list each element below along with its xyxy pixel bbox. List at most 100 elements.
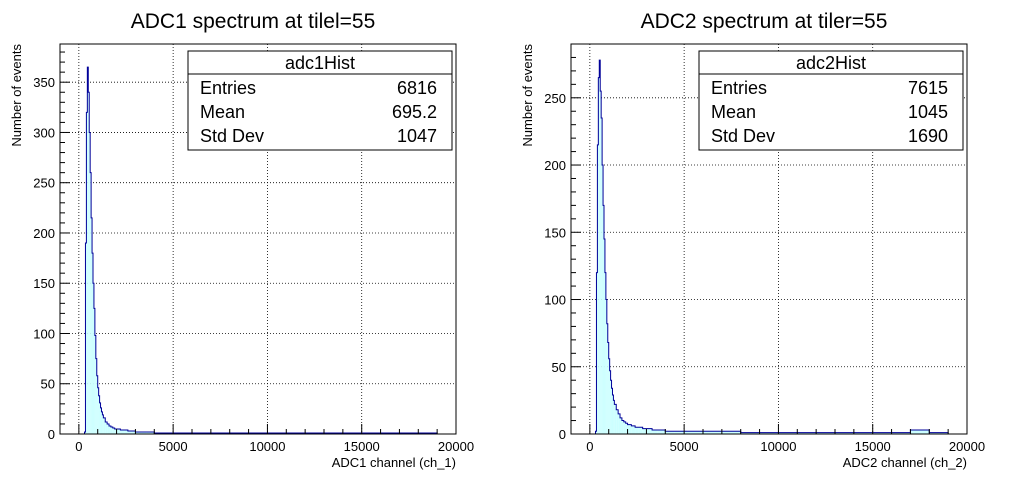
x-axis-label: ADC2 channel (ch_2) bbox=[843, 455, 967, 470]
histogram-bin bbox=[910, 429, 930, 434]
histogram-bin bbox=[625, 423, 628, 434]
stats-label: Mean bbox=[200, 102, 245, 122]
y-axis-label: Number of events bbox=[520, 44, 535, 147]
histogram-bin bbox=[646, 428, 653, 434]
histogram-bin bbox=[665, 431, 675, 434]
stats-label: Entries bbox=[200, 78, 256, 98]
histogram-bin bbox=[95, 358, 97, 434]
x-tick-label: 10000 bbox=[249, 439, 285, 454]
grid bbox=[571, 44, 968, 434]
stats-label: Std Dev bbox=[711, 126, 775, 146]
y-tick-label: 100 bbox=[544, 293, 566, 308]
histogram-bin bbox=[131, 430, 136, 434]
histogram-bin bbox=[91, 217, 93, 434]
y-tick-label: 300 bbox=[33, 125, 55, 140]
histogram-bin bbox=[601, 117, 603, 434]
stats-value: 6816 bbox=[397, 78, 437, 98]
histogram-bin bbox=[603, 205, 604, 434]
x-tick-label: 0 bbox=[75, 439, 82, 454]
histogram-bin bbox=[674, 431, 685, 434]
histogram-bin bbox=[116, 428, 121, 434]
chart-1: ADC1 spectrum at tilel=55 0 5000 10000 15000… bbox=[9, 10, 474, 470]
histogram-bin bbox=[94, 335, 96, 434]
histogram-bin bbox=[93, 308, 95, 434]
y-tick-label: 50 bbox=[552, 360, 566, 375]
y-tick-label: 100 bbox=[33, 326, 55, 341]
histogram-bin bbox=[96, 375, 98, 434]
x-tick-label: 5000 bbox=[159, 439, 188, 454]
chart-title: ADC2 spectrum at tiler=55 bbox=[641, 10, 888, 33]
histogram-bin bbox=[100, 407, 102, 434]
histogram-bin bbox=[616, 409, 619, 434]
x-axis: 0 5000 10000 15000 20000 bbox=[570, 424, 985, 454]
stats-label: Entries bbox=[711, 78, 767, 98]
histogram-bin bbox=[90, 172, 92, 434]
histogram-bin bbox=[135, 431, 142, 434]
chart-2: ADC2 spectrum at tiler=550 5000 10000 15000… bbox=[520, 10, 985, 470]
y-tick-label: 350 bbox=[33, 75, 55, 90]
stats-value: 7615 bbox=[908, 78, 948, 98]
histogram-bin bbox=[627, 424, 632, 434]
y-tick-label: 250 bbox=[33, 176, 55, 191]
y-tick-label: 150 bbox=[544, 225, 566, 240]
histogram-bin bbox=[612, 395, 614, 434]
histogram-bin bbox=[631, 425, 636, 434]
histogram-bin bbox=[604, 239, 605, 434]
histogram-bin bbox=[114, 428, 117, 434]
histogram-bin bbox=[623, 421, 626, 434]
histogram-bin bbox=[618, 413, 621, 434]
stats-value: 1047 bbox=[397, 126, 437, 146]
histogram-bin bbox=[606, 323, 608, 434]
histogram-bin bbox=[600, 91, 602, 434]
histogram-bin bbox=[154, 432, 164, 434]
stats-box: adc2Hist Entries 7615 Mean 1045 Std Dev 1690 bbox=[698, 50, 964, 151]
y-axis: 0 50 100 150 200 250 300 350 bbox=[33, 51, 70, 442]
histogram-bin bbox=[609, 370, 611, 434]
histogram-bin bbox=[608, 358, 610, 434]
histogram-bin bbox=[89, 132, 91, 434]
histogram-bin bbox=[597, 144, 599, 435]
chart-title: ADC1 spectrum at tilel=55 bbox=[131, 10, 376, 33]
histogram-bin bbox=[105, 421, 108, 434]
y-axis-label: Number of events bbox=[9, 44, 24, 147]
histogram-bin bbox=[102, 414, 104, 434]
histogram-bin bbox=[610, 380, 612, 434]
stats-value: 695.2 bbox=[392, 102, 437, 122]
x-axis-label: ADC1 channel (ch_1) bbox=[332, 455, 456, 470]
x-tick-label: 10000 bbox=[760, 439, 796, 454]
histogram-bin bbox=[110, 426, 113, 434]
histogram-bin bbox=[127, 430, 132, 434]
histogram-bin bbox=[598, 77, 600, 434]
histogram-bin bbox=[173, 432, 192, 434]
stats-box-title: adc1Hist bbox=[285, 53, 355, 73]
histogram-bin bbox=[599, 60, 601, 434]
histogram-bin bbox=[141, 431, 147, 434]
stats-label: Std Dev bbox=[200, 126, 264, 146]
y-tick-label: 200 bbox=[33, 226, 55, 241]
histogram-bin bbox=[891, 432, 911, 434]
histogram-bin bbox=[97, 387, 99, 434]
y-tick-label: 50 bbox=[41, 377, 55, 392]
y-tick-label: 150 bbox=[33, 276, 55, 291]
plot-frame bbox=[570, 43, 968, 435]
histogram-bin bbox=[607, 342, 609, 434]
histogram-bin bbox=[684, 431, 703, 434]
x-tick-label: 15000 bbox=[344, 439, 380, 454]
histogram-bin bbox=[418, 432, 438, 434]
histogram-bin bbox=[86, 112, 88, 434]
histogram-bin bbox=[929, 432, 949, 434]
histogram-bin bbox=[604, 272, 606, 434]
stats-box-frame bbox=[187, 50, 453, 151]
y-tick-label: 200 bbox=[544, 158, 566, 173]
histogram-bin bbox=[613, 400, 615, 434]
histogram-bin bbox=[109, 425, 111, 434]
x-tick-label: 15000 bbox=[855, 439, 891, 454]
x-tick-label: 20000 bbox=[438, 439, 474, 454]
stats-box: adc1Hist Entries 6816 Mean 695.2 Std Dev 1047 bbox=[187, 50, 453, 151]
histogram-bin bbox=[103, 417, 106, 434]
stats-value: 1045 bbox=[908, 102, 948, 122]
x-tick-label: 20000 bbox=[949, 439, 985, 454]
x-tick-label: 0 bbox=[586, 439, 593, 454]
histogram-bin bbox=[92, 253, 93, 434]
histogram-bin bbox=[642, 428, 647, 434]
